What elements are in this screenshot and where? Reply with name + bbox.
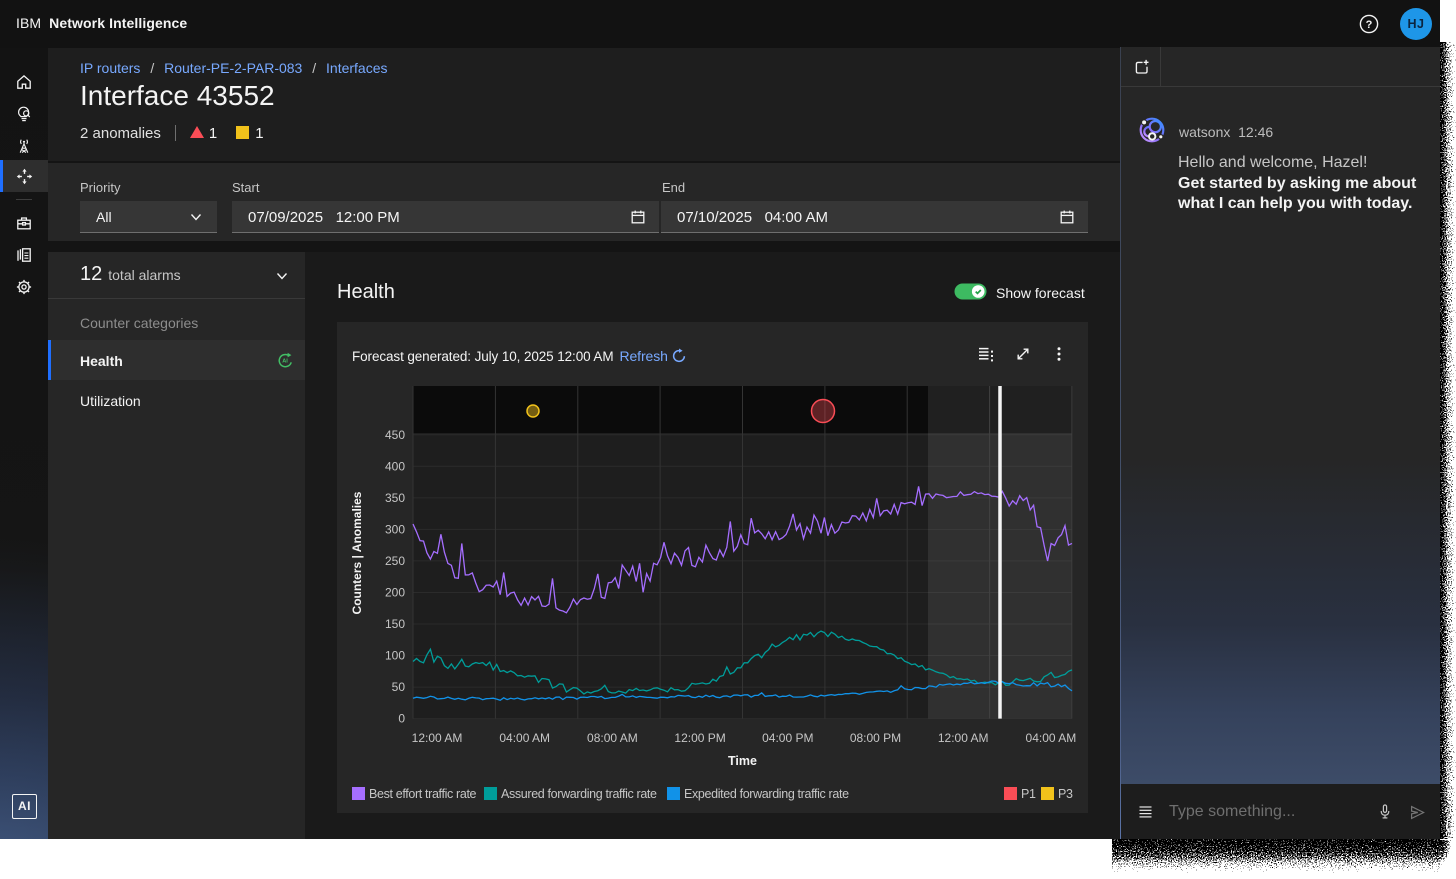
svg-text:08:00 AM: 08:00 AM	[587, 731, 638, 745]
svg-text:12:00 PM: 12:00 PM	[674, 731, 725, 745]
svg-text:200: 200	[385, 586, 405, 600]
svg-text:Assured forwarding traffic rat: Assured forwarding traffic rate	[501, 787, 657, 801]
svg-text:P3: P3	[1058, 787, 1073, 801]
svg-text:0: 0	[398, 712, 405, 726]
svg-text:Expedited forwarding traffic r: Expedited forwarding traffic rate	[684, 787, 849, 801]
svg-text:12:00 AM: 12:00 AM	[938, 731, 989, 745]
svg-text:12:00 AM: 12:00 AM	[412, 731, 463, 745]
svg-text:AI: AI	[282, 359, 288, 365]
svg-text:300: 300	[385, 522, 405, 536]
svg-text:Best effort traffic rate: Best effort traffic rate	[369, 787, 477, 801]
svg-text:100: 100	[385, 649, 405, 663]
svg-text:400: 400	[385, 459, 405, 473]
svg-text:?: ?	[1366, 19, 1373, 31]
svg-text:Counters | Anomalies: Counters | Anomalies	[350, 491, 364, 614]
svg-text:Time: Time	[728, 754, 757, 768]
svg-text:350: 350	[385, 491, 405, 505]
svg-text:04:00 AM: 04:00 AM	[1026, 731, 1077, 745]
svg-text:150: 150	[385, 617, 405, 631]
svg-text:450: 450	[385, 428, 405, 442]
svg-text:04:00 PM: 04:00 PM	[762, 731, 813, 745]
svg-text:50: 50	[392, 680, 406, 694]
svg-text:250: 250	[385, 554, 405, 568]
svg-text:08:00 PM: 08:00 PM	[850, 731, 901, 745]
svg-text:P1: P1	[1021, 787, 1036, 801]
svg-text:04:00 AM: 04:00 AM	[499, 731, 550, 745]
